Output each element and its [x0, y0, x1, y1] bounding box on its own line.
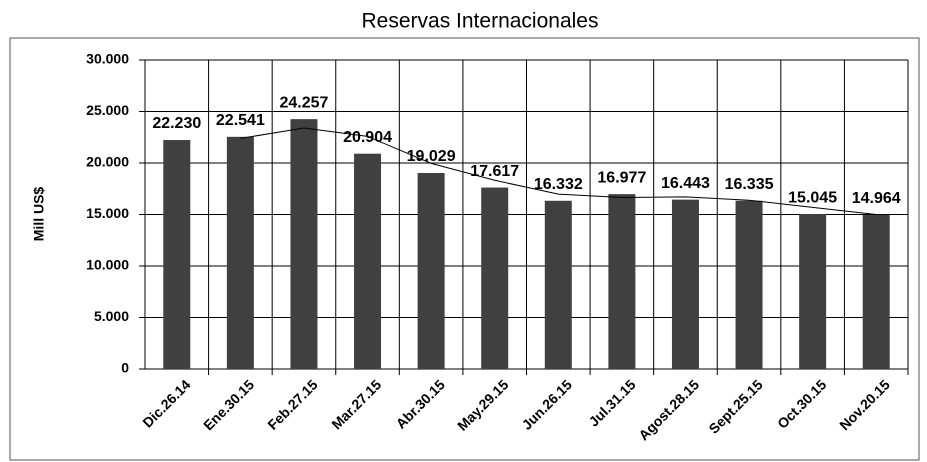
y-tick-label: 25.000: [86, 102, 129, 118]
bar: [417, 173, 445, 369]
value-label: 22.230: [152, 115, 201, 132]
y-tick-label: 10.000: [86, 257, 129, 273]
x-tick-label: Jun.26.15: [519, 376, 576, 433]
x-tick-label: May.29.15: [454, 376, 512, 434]
bar: [544, 200, 572, 369]
bar: [481, 187, 509, 369]
x-tick-label: Jul.31.15: [585, 376, 638, 429]
bar: [671, 199, 699, 369]
chart-border: [9, 37, 920, 461]
bar: [735, 200, 763, 369]
x-tick-label: Dic.26.14: [139, 376, 193, 430]
y-tick-label: 5.000: [94, 308, 129, 324]
y-tick-label: 20.000: [86, 154, 129, 170]
bar: [862, 214, 890, 369]
y-tick-label: 15.000: [86, 205, 129, 221]
x-tick-label: Sept.25.15: [705, 376, 765, 436]
x-tick-label: Oct.30.15: [774, 376, 829, 431]
value-label: 22.541: [216, 112, 265, 129]
bar: [799, 214, 827, 369]
value-label: 16.443: [661, 175, 710, 192]
x-tick-label: Abr.30.15: [393, 376, 448, 431]
value-label: 17.617: [470, 163, 519, 180]
x-tick-label: Mar.27.15: [328, 376, 384, 432]
bar: [226, 136, 254, 369]
value-label: 24.257: [279, 94, 328, 111]
value-label: 19.029: [407, 148, 456, 165]
y-axis-label: Mill US$: [31, 187, 47, 242]
trendline: [240, 127, 877, 215]
x-tick-label: Agost.28.15: [635, 376, 702, 443]
value-label: 14.964: [852, 190, 901, 207]
y-tick-label: 0: [121, 360, 129, 376]
x-tick-label: Nov.20.15: [836, 376, 893, 433]
value-label: 16.977: [597, 169, 646, 186]
value-label: 20.904: [343, 129, 392, 146]
y-tick-label: 30.000: [86, 51, 129, 67]
value-label: 16.335: [725, 176, 774, 193]
bar: [290, 119, 318, 370]
chart-title: Reservas Internacionales: [362, 10, 599, 33]
bar: [608, 194, 636, 369]
x-tick-label: Feb.27.15: [264, 376, 321, 433]
bar: [163, 140, 191, 369]
bar: [354, 153, 382, 369]
value-label: 15.045: [788, 189, 837, 206]
value-label: 16.332: [534, 176, 583, 193]
x-tick-label: Ene.30.15: [200, 376, 257, 433]
